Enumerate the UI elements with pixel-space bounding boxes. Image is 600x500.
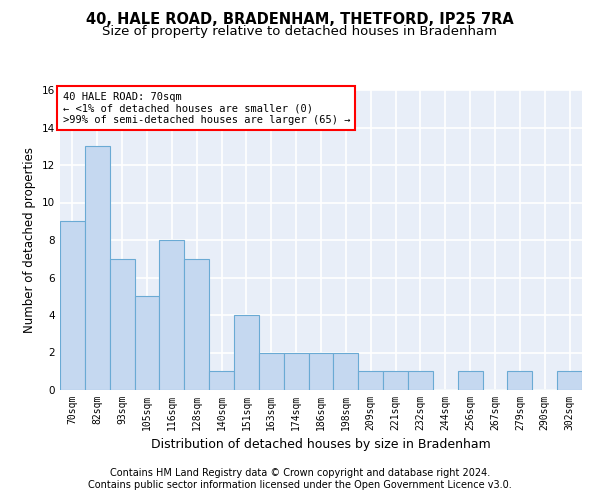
Bar bbox=[234, 315, 259, 390]
Bar bbox=[209, 371, 234, 390]
Bar bbox=[383, 371, 408, 390]
Text: 40 HALE ROAD: 70sqm
← <1% of detached houses are smaller (0)
>99% of semi-detach: 40 HALE ROAD: 70sqm ← <1% of detached ho… bbox=[62, 92, 350, 124]
Bar bbox=[184, 259, 209, 390]
Bar bbox=[160, 240, 184, 390]
Bar bbox=[134, 296, 160, 390]
Bar bbox=[508, 371, 532, 390]
Bar bbox=[259, 352, 284, 390]
Bar bbox=[60, 221, 85, 390]
Text: 40, HALE ROAD, BRADENHAM, THETFORD, IP25 7RA: 40, HALE ROAD, BRADENHAM, THETFORD, IP25… bbox=[86, 12, 514, 28]
Bar bbox=[308, 352, 334, 390]
Bar bbox=[334, 352, 358, 390]
X-axis label: Distribution of detached houses by size in Bradenham: Distribution of detached houses by size … bbox=[151, 438, 491, 452]
Bar bbox=[284, 352, 308, 390]
Bar bbox=[557, 371, 582, 390]
Text: Contains HM Land Registry data © Crown copyright and database right 2024.: Contains HM Land Registry data © Crown c… bbox=[110, 468, 490, 477]
Bar bbox=[85, 146, 110, 390]
Bar bbox=[358, 371, 383, 390]
Text: Contains public sector information licensed under the Open Government Licence v3: Contains public sector information licen… bbox=[88, 480, 512, 490]
Bar bbox=[458, 371, 482, 390]
Y-axis label: Number of detached properties: Number of detached properties bbox=[23, 147, 37, 333]
Text: Size of property relative to detached houses in Bradenham: Size of property relative to detached ho… bbox=[103, 25, 497, 38]
Bar bbox=[110, 259, 134, 390]
Bar bbox=[408, 371, 433, 390]
